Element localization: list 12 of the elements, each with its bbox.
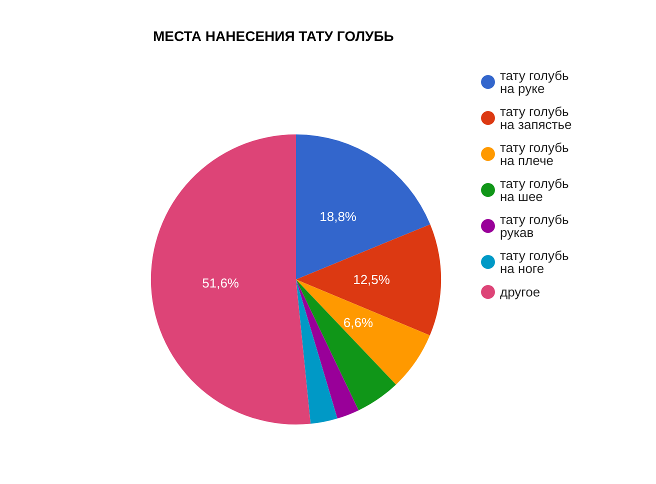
data-label: 6,6% [343,314,374,330]
legend-label: тату голубь на плече [500,140,572,168]
legend-label: тату голубь на запястье [500,104,572,132]
legend-label: тату голубь на руке [500,68,572,96]
legend-label: тату голубь на шее [500,176,572,204]
data-label: 18,8% [320,209,357,224]
data-label: 51,6% [202,276,240,291]
legend-label: тату голубь на ноге [500,248,572,276]
data-label: 12,5% [353,272,390,288]
chart-title: МЕСТА НАНЕСЕНИЯ ТАТУ ГОЛУБЬ [153,28,394,44]
legend-label: другое [500,284,540,300]
legend-label: тату голубь рукав [500,212,572,240]
